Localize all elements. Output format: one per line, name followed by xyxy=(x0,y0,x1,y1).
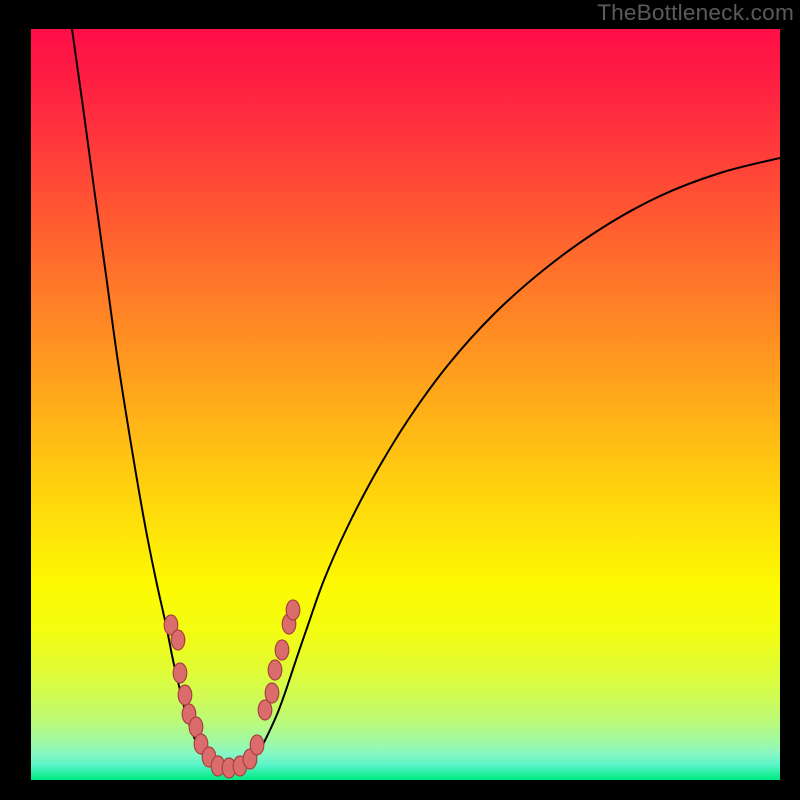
data-marker xyxy=(265,683,279,703)
data-marker xyxy=(286,600,300,620)
data-marker xyxy=(171,630,185,650)
chart-background xyxy=(31,29,780,780)
bottleneck-chart xyxy=(0,0,800,800)
data-marker xyxy=(268,660,282,680)
watermark-text: TheBottleneck.com xyxy=(597,0,794,26)
data-marker xyxy=(250,735,264,755)
data-marker xyxy=(173,663,187,683)
data-marker xyxy=(275,640,289,660)
data-marker xyxy=(178,685,192,705)
